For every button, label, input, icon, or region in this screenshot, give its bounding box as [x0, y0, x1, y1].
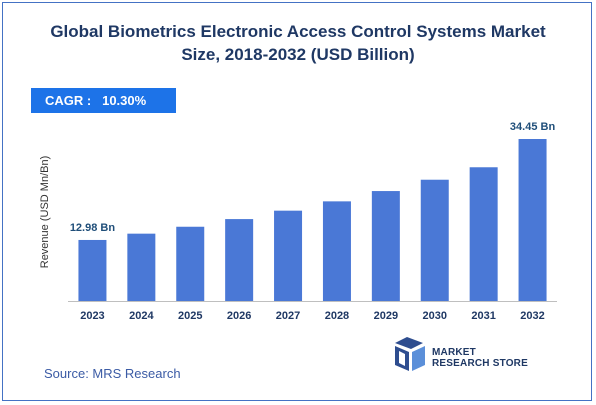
x-tick-label-2030: 2030: [423, 310, 447, 322]
bar-2026: [225, 219, 254, 301]
bar-2032: [518, 139, 547, 301]
x-tick-label-2027: 2027: [276, 310, 300, 322]
logo-wordmark: MARKET RESEARCH STORE: [432, 347, 528, 369]
x-tick-label-2023: 2023: [80, 310, 104, 322]
x-tick-label-2026: 2026: [227, 310, 251, 322]
bar-2023: [78, 239, 107, 301]
x-tick-label-2029: 2029: [374, 310, 398, 322]
bar-2030: [420, 179, 449, 301]
bar-2025: [176, 226, 205, 301]
mrs-logo-icon: [395, 337, 425, 371]
x-tick-label-2025: 2025: [178, 310, 202, 322]
x-tick-label-2031: 2031: [471, 310, 495, 322]
logo-line-2: RESEARCH STORE: [432, 358, 528, 369]
data-label-2032: 34.45 Bn: [510, 121, 556, 133]
title-line-2: Size, 2018-2032 (USD Billion): [181, 45, 415, 64]
data-label-2023: 12.98 Bn: [70, 222, 116, 234]
bar-2029: [371, 191, 400, 301]
x-tick-label-2032: 2032: [520, 310, 544, 322]
source-text: Source: MRS Research: [44, 366, 181, 381]
bar-2024: [127, 233, 156, 301]
cagr-value: 10.30%: [102, 93, 147, 108]
cagr-badge: CAGR : 10.30%: [31, 88, 176, 113]
bar-2027: [274, 210, 303, 301]
title-line-1: Global Biometrics Electronic Access Cont…: [50, 22, 546, 41]
x-tick-label-2024: 2024: [129, 310, 154, 322]
logo-line-1: MARKET: [432, 347, 476, 358]
chart-frame: [2, 2, 592, 401]
cagr-label: CAGR :: [45, 93, 92, 108]
x-tick-label-2028: 2028: [325, 310, 349, 322]
bar-2031: [469, 167, 498, 301]
bar-2028: [322, 201, 351, 301]
chart-title: Global Biometrics Electronic Access Cont…: [0, 20, 596, 66]
